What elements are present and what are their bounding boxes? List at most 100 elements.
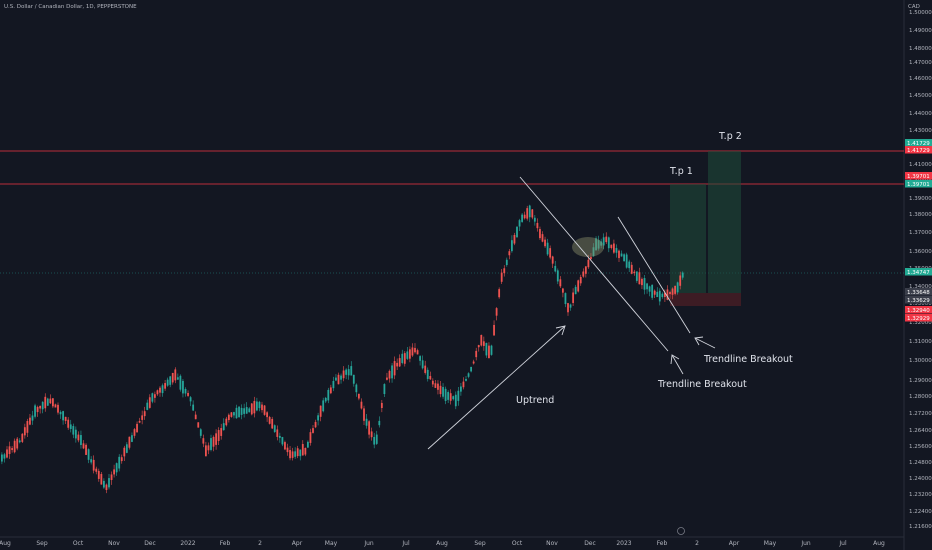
price-tag: 1.33629 — [905, 296, 932, 304]
y-tick-label: 1.36000 — [909, 249, 932, 255]
price-tag: 1.41729 — [905, 139, 932, 147]
candle-body — [245, 407, 248, 414]
candle-body — [118, 456, 121, 469]
info-icon[interactable] — [677, 527, 685, 535]
candle-body — [294, 451, 297, 457]
candle-body — [493, 324, 495, 336]
candle-body — [352, 374, 355, 384]
x-tick-label: Oct — [73, 540, 84, 547]
candle-body — [103, 480, 105, 488]
candle-body — [516, 226, 518, 238]
candle-body — [365, 418, 368, 426]
highlight-ellipse[interactable] — [572, 237, 604, 257]
candle-body — [551, 256, 554, 264]
candle-body — [21, 433, 24, 442]
price-tag-label: 1.41729 — [907, 148, 930, 154]
candle-body — [95, 468, 98, 472]
stop-loss-zone[interactable] — [670, 293, 741, 306]
candle-body — [661, 293, 664, 298]
candle-body — [393, 361, 396, 376]
price-tag-bg — [905, 288, 932, 296]
candle-body — [62, 411, 64, 421]
candle-body — [398, 358, 401, 367]
candle-body — [442, 387, 444, 397]
candle-body — [77, 434, 80, 441]
candle-body — [475, 350, 478, 358]
candle-body — [462, 381, 465, 388]
uptrend-label: Uptrend — [516, 395, 554, 406]
x-tick-label: Apr — [292, 540, 303, 547]
x-axis-ticks: Aug Sep Oct Nov Dec 2022 Feb 2 Apr May Jun Jul Aug Se… — [0, 540, 885, 547]
candle-body — [401, 353, 404, 363]
candle-body — [577, 280, 580, 292]
candle-body — [669, 292, 671, 295]
candle-body — [317, 415, 319, 421]
x-tick-label: Sep — [36, 540, 48, 547]
downtrend-line-2[interactable] — [617, 216, 691, 334]
candle-body — [533, 217, 536, 222]
breakout-arrow-2[interactable] — [694, 337, 716, 349]
candle-body — [607, 237, 610, 249]
candle-body — [36, 406, 39, 413]
tp2-profit-zone[interactable] — [708, 151, 741, 293]
candle-body — [620, 253, 623, 257]
candle-body — [253, 400, 256, 414]
candle-body — [498, 289, 501, 298]
candle-body — [623, 254, 625, 262]
x-tick-label: Apr — [729, 540, 740, 547]
candle-body — [439, 385, 442, 395]
candle-body — [679, 275, 682, 286]
y-tick-label: 1.26400 — [909, 428, 932, 434]
y-tick-label: 1.25600 — [909, 444, 932, 450]
uptrend-arrow-line[interactable] — [427, 325, 566, 450]
candle-body — [554, 265, 557, 272]
x-tick-label: 2022 — [180, 540, 195, 547]
candle-body — [651, 284, 654, 298]
x-tick-label: Dec — [584, 540, 596, 547]
candle-body — [544, 239, 546, 247]
candle-body — [375, 434, 378, 444]
candle-body — [409, 349, 411, 359]
candle-body — [278, 435, 281, 438]
downtrend-line-1[interactable] — [519, 176, 669, 352]
candle-body — [207, 445, 210, 451]
candle-body — [671, 288, 674, 295]
candle-body — [378, 420, 381, 426]
candle-body — [495, 308, 498, 316]
candle-body — [205, 445, 207, 457]
candle-body — [197, 422, 200, 428]
candle-body — [217, 430, 220, 441]
candle-body — [488, 345, 490, 359]
candle-body — [261, 404, 263, 411]
x-tick-label: Jun — [363, 540, 374, 547]
candle-body — [169, 376, 172, 385]
candle-body — [3, 454, 6, 459]
candle-body — [18, 440, 21, 443]
candle-body — [546, 242, 549, 255]
tp1-profit-zone[interactable] — [670, 184, 706, 293]
candle-body — [579, 277, 582, 284]
candle-body — [610, 244, 613, 248]
candle-body — [613, 243, 615, 253]
candle-body — [674, 285, 676, 294]
x-tick-label: 2023 — [616, 540, 631, 547]
candle-body — [380, 402, 383, 408]
candle-body — [215, 433, 217, 445]
candle-body — [383, 384, 386, 395]
breakout-arrow-1[interactable] — [671, 354, 684, 375]
candle-body — [268, 416, 271, 424]
y-tick-label: 1.28000 — [909, 394, 932, 400]
x-tick-label: Sep — [474, 540, 486, 547]
candle-body — [92, 459, 95, 471]
x-tick-label: Dec — [144, 540, 156, 547]
candle-body — [559, 279, 562, 287]
candle-body — [156, 390, 159, 395]
candle-body — [635, 271, 638, 281]
candle-body — [562, 288, 564, 293]
candle-body — [115, 463, 118, 473]
candle-body — [100, 473, 103, 485]
candle-body — [230, 412, 233, 417]
candle-body — [80, 435, 82, 445]
candle-body — [618, 250, 620, 259]
